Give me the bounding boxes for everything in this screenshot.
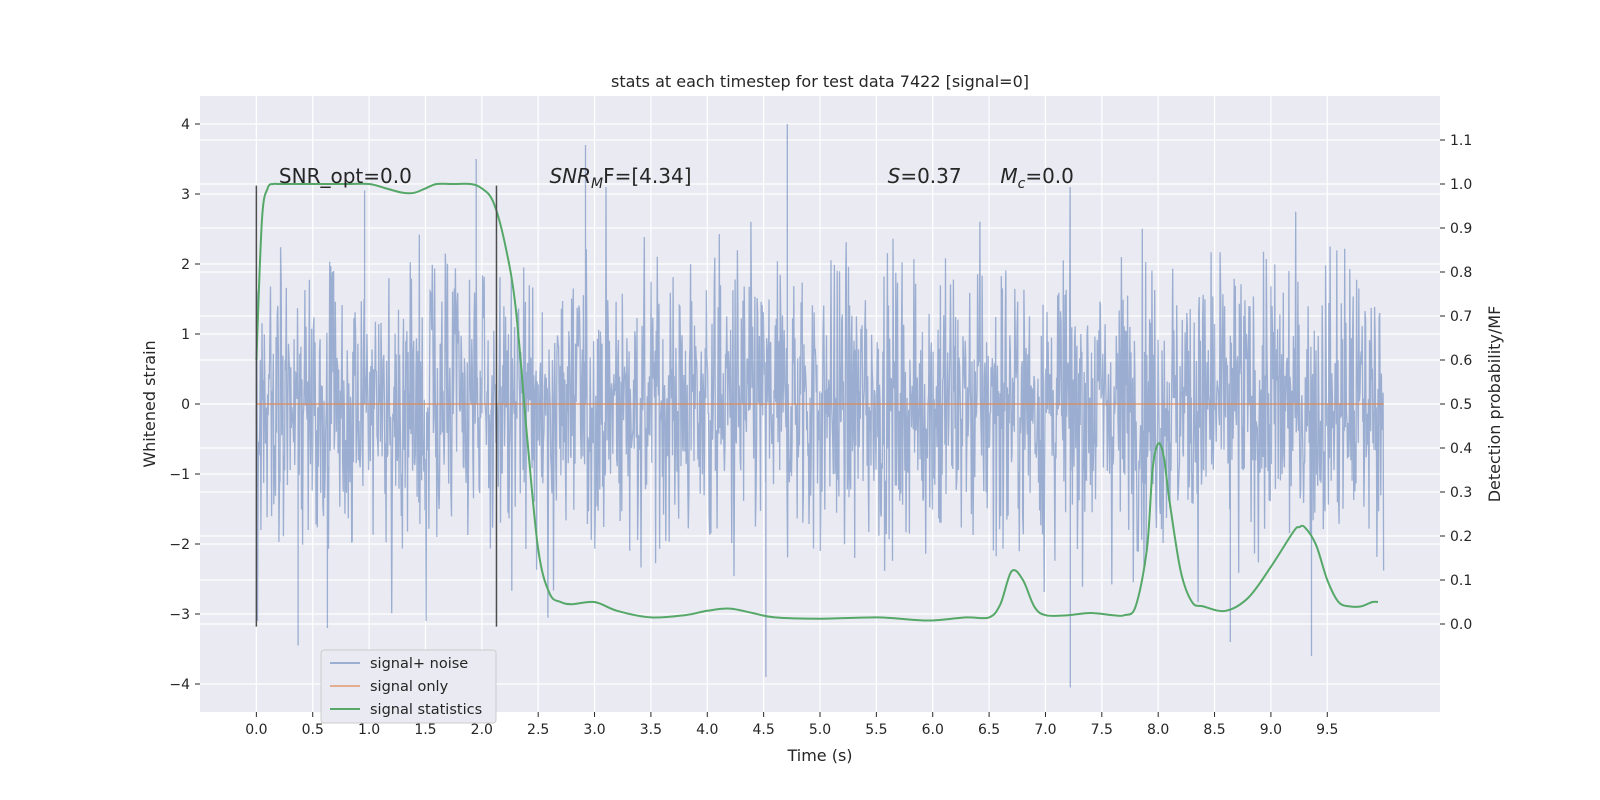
y-right-tick-label: 0.9: [1450, 221, 1472, 237]
x-tick-label: 6.5: [978, 722, 1000, 738]
y-right-tick-label: 1.1: [1450, 133, 1472, 149]
x-axis-ticks: 0.0 0.5 1.0 1.5 2.0 2.5 3.0 3.5 4.0 4.5 5.0 5.5 6.0 6…: [245, 712, 1338, 738]
annotation-2: S=0.37: [888, 164, 962, 188]
y-right-tick-label: 0.6: [1450, 353, 1472, 369]
y-right-tick-label: 0.8: [1450, 265, 1472, 281]
legend: signal+ noise signal only signal statist…: [320, 649, 497, 724]
x-tick-label: 5.0: [809, 722, 831, 738]
annotations: SNR_opt=0.0 SNRMF=[4.34] S=0.37 Mc=0.0: [279, 164, 1074, 192]
y-left-tick-label: 1: [181, 327, 190, 343]
x-tick-label: 8.0: [1147, 722, 1169, 738]
x-tick-label: 5.5: [865, 722, 887, 738]
y-right-axis-label: Detection probability/MF: [1485, 306, 1504, 503]
chart-title: stats at each timestep for test data 742…: [611, 72, 1029, 91]
y-right-axis-ticks: 0.0 0.1 0.2 0.3 0.4 0.5 0.6 0.7 0.8 0.9 1.0 1.1: [1440, 133, 1472, 633]
y-right-tick-label: 0.1: [1450, 573, 1472, 589]
x-tick-label: 1.5: [414, 722, 436, 738]
x-tick-label: 0.5: [302, 722, 324, 738]
y-right-tick-label: 1.0: [1450, 177, 1472, 193]
y-left-tick-label: −3: [169, 607, 190, 623]
x-tick-label: 3.0: [583, 722, 605, 738]
y-left-tick-label: 4: [181, 117, 190, 133]
x-axis-label: Time (s): [786, 746, 852, 765]
legend-label-signal-only: signal only: [370, 679, 449, 695]
x-tick-label: 1.0: [358, 722, 380, 738]
vertical-markers: [255, 185, 498, 627]
annotation-1: SNRMF=[4.34]: [549, 164, 691, 192]
x-tick-label: 2.0: [471, 722, 493, 738]
legend-label-signal-statistics: signal statistics: [370, 702, 482, 718]
y-left-axis-ticks: −4 −3 −2 −1 0 1 2 3 4: [169, 117, 200, 693]
y-left-tick-label: −2: [169, 537, 190, 553]
x-tick-label: 2.5: [527, 722, 549, 738]
y-left-tick-label: 2: [181, 257, 190, 273]
x-tick-label: 8.5: [1203, 722, 1225, 738]
x-tick-label: 4.0: [696, 722, 718, 738]
y-left-tick-label: −1: [169, 467, 190, 483]
x-tick-label: 0.0: [245, 722, 267, 738]
y-left-tick-label: −4: [169, 677, 190, 693]
y-right-tick-label: 0.0: [1450, 617, 1472, 633]
x-tick-label: 3.5: [640, 722, 662, 738]
y-right-tick-label: 0.5: [1450, 397, 1472, 413]
x-tick-label: 4.5: [753, 722, 775, 738]
y-right-tick-label: 0.7: [1450, 309, 1472, 325]
x-tick-label: 7.0: [1034, 722, 1056, 738]
x-tick-label: 9.0: [1260, 722, 1282, 738]
series-signal-statistics-line: [255, 182, 1379, 622]
y-right-tick-label: 0.2: [1450, 529, 1472, 545]
x-tick-label: 7.5: [1091, 722, 1113, 738]
y-right-tick-label: 0.3: [1450, 485, 1472, 501]
legend-label-signal-noise: signal+ noise: [370, 656, 468, 672]
y-left-axis-label: Whitened strain: [140, 340, 159, 467]
y-right-tick-label: 0.4: [1450, 441, 1472, 457]
series-layer: [255, 124, 1385, 688]
legend-box: [320, 649, 497, 724]
y-left-tick-label: 3: [181, 187, 190, 203]
annotation-3: Mc=0.0: [1000, 164, 1074, 192]
y-left-tick-label: 0: [181, 397, 190, 413]
series-signal-noise-line: [255, 124, 1385, 688]
x-tick-label: 6.0: [922, 722, 944, 738]
annotation-0: SNR_opt=0.0: [279, 164, 412, 188]
x-tick-label: 9.5: [1316, 722, 1338, 738]
